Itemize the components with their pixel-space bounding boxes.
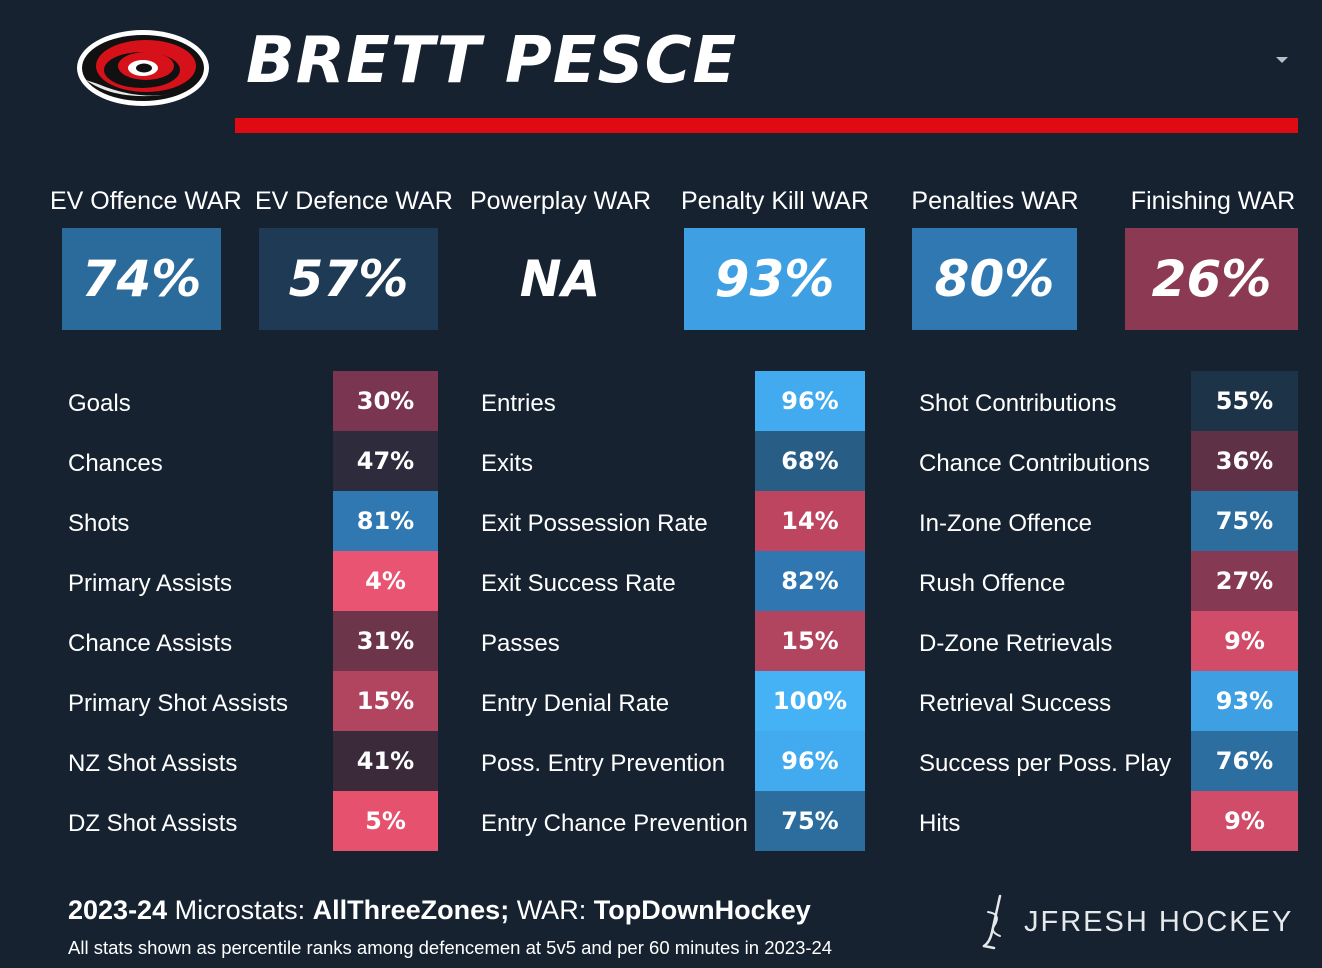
stat-value-primary-shot-assists: 15% [333,671,438,731]
stat-value-goals: 30% [333,371,438,431]
stat-label-entry-denial-rate: Entry Denial Rate [481,690,670,717]
stat-label-passes: Passes [481,630,560,657]
stat-label-exit-possession-rate: Exit Possession Rate [481,510,708,537]
stat-label-exit-success-rate: Exit Success Rate [481,570,676,597]
microstats-source: AllThreeZones; [312,895,510,925]
stat-label-exits: Exits [481,450,534,477]
stat-label-retrieval-success: Retrieval Success [919,690,1112,717]
war-value-powerplay: NA [480,228,640,330]
stat-value-shot-contributions: 55% [1191,371,1298,431]
war-label-powerplay: Powerplay WAR [470,187,652,215]
stat-value-entry-chance-prevention: 75% [755,791,865,851]
stat-label-chance-contributions: Chance Contributions [919,450,1150,477]
stat-label-shot-contributions: Shot Contributions [919,390,1117,417]
stat-label-poss-entry-prevention: Poss. Entry Prevention [481,750,726,777]
stat-label-in-zone-offence: In-Zone Offence [919,510,1092,537]
stat-value-poss-entry-prevention: 96% [755,731,865,791]
war-value-ev-offence: 74% [62,228,221,330]
stat-value-in-zone-offence: 75% [1191,491,1298,551]
stat-label-shots: Shots [68,510,130,537]
war-value-penalties: 80% [912,228,1077,330]
war-value-finishing: 26% [1125,228,1298,330]
war-source-label: WAR: [516,895,587,925]
jfresh-hockey-stick-icon [982,894,1002,950]
stat-value-exit-possession-rate: 14% [755,491,865,551]
stat-label-primary-assists: Primary Assists [68,570,233,597]
war-label-ev-defence: EV Defence WAR [255,187,453,215]
accent-divider [235,118,1298,133]
stat-value-retrieval-success: 93% [1191,671,1298,731]
stat-label-primary-shot-assists: Primary Shot Assists [68,690,289,717]
war-value-penalty-kill: 93% [684,228,865,330]
stat-value-nz-shot-assists: 41% [333,731,438,791]
hurricanes-logo-icon [76,28,210,108]
stat-value-chances: 47% [333,431,438,491]
brand-name: JFRESH HOCKEY [1024,905,1294,938]
stat-value-exits: 68% [755,431,865,491]
war-label-penalty-kill: Penalty Kill WAR [680,187,869,215]
stat-value-hits: 9% [1191,791,1298,851]
microstats-label: Microstats: [174,895,306,925]
brand-logo: JFRESH HOCKEY [980,892,1293,952]
stat-value-exit-success-rate: 82% [755,551,865,611]
stat-value-d-zone-retrievals: 9% [1191,611,1298,671]
stat-value-chance-contributions: 36% [1191,431,1298,491]
stat-value-chance-assists: 31% [333,611,438,671]
source-credits: 2023-24 Microstats: AllThreeZones; WAR: … [68,890,811,930]
stat-label-goals: Goals [68,390,131,417]
stat-label-success-per-poss-play: Success per Poss. Play [919,750,1172,777]
war-source: TopDownHockey [593,895,811,925]
stat-value-passes: 15% [755,611,865,671]
war-label-ev-offence: EV Offence WAR [50,187,242,215]
chevron-down-icon[interactable] [1276,57,1288,63]
stat-label-entries: Entries [481,390,556,417]
stat-value-success-per-poss-play: 76% [1191,731,1298,791]
stat-label-entry-chance-prevention: Entry Chance Prevention [481,810,748,837]
stat-label-chance-assists: Chance Assists [68,630,233,657]
stat-label-hits: Hits [919,810,961,837]
footnote: All stats shown as percentile ranks amon… [68,937,833,958]
stat-label-rush-offence: Rush Offence [919,570,1066,597]
stat-label-nz-shot-assists: NZ Shot Assists [68,750,238,777]
stat-label-chances: Chances [68,450,163,477]
stat-value-dz-shot-assists: 5% [333,791,438,851]
stat-value-entries: 96% [755,371,865,431]
stat-label-dz-shot-assists: DZ Shot Assists [68,810,238,837]
stat-value-primary-assists: 4% [333,551,438,611]
war-label-finishing: Finishing WAR [1130,187,1296,215]
stat-value-shots: 81% [333,491,438,551]
stat-value-rush-offence: 27% [1191,551,1298,611]
player-name: BRETT PESCE [246,24,738,98]
season-label: 2023-24 [68,895,168,925]
stat-label-d-zone-retrievals: D-Zone Retrievals [919,630,1113,657]
war-label-penalties: Penalties WAR [911,187,1079,215]
war-value-ev-defence: 57% [259,228,438,330]
stat-value-entry-denial-rate: 100% [755,671,865,731]
